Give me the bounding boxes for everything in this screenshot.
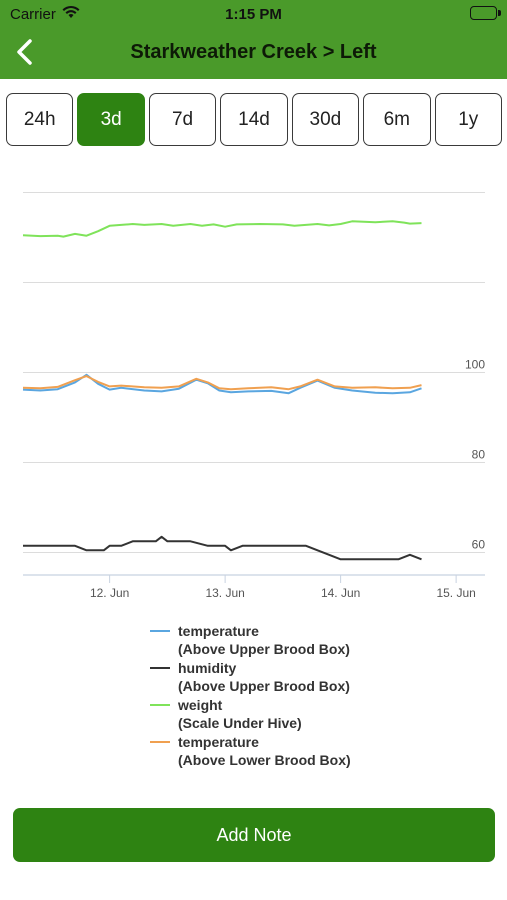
range-14d-button[interactable]: 14d bbox=[220, 93, 288, 146]
y-tick-label: 60 bbox=[472, 538, 486, 552]
legend-series-name: weight bbox=[178, 697, 223, 713]
range-1y-button[interactable]: 1y bbox=[434, 93, 502, 146]
y-tick-label: 80 bbox=[472, 448, 486, 462]
legend-item[interactable]: humidity (Above Upper Brood Box) bbox=[150, 659, 410, 695]
nav-bar: Starkweather Creek > Left bbox=[0, 28, 507, 79]
chart-legend: temperature (Above Upper Brood Box) humi… bbox=[150, 622, 410, 770]
legend-series-location: (Above Lower Brood Box) bbox=[178, 752, 351, 768]
legend-series-location: (Scale Under Hive) bbox=[178, 715, 302, 731]
legend-series-name: humidity bbox=[178, 660, 237, 676]
legend-series-name: temperature bbox=[178, 734, 259, 750]
app-header: Carrier 1:15 PM Starkweather Creek > Lef… bbox=[0, 0, 507, 79]
back-button[interactable] bbox=[8, 34, 44, 70]
range-6m-button[interactable]: 6m bbox=[363, 93, 431, 146]
x-tick-label: 13. Jun bbox=[205, 586, 244, 600]
add-note-button[interactable]: Add Note bbox=[13, 808, 495, 862]
y-tick-label: 100 bbox=[465, 358, 485, 372]
series-line-3 bbox=[22, 375, 422, 391]
x-tick-label: 14. Jun bbox=[321, 586, 360, 600]
range-30d-button[interactable]: 30d bbox=[291, 93, 360, 146]
legend-swatch bbox=[150, 630, 170, 632]
wifi-icon bbox=[62, 5, 80, 23]
battery-icon bbox=[470, 6, 501, 20]
legend-swatch bbox=[150, 704, 170, 706]
page-title: Starkweather Creek > Left bbox=[130, 41, 377, 63]
legend-item[interactable]: temperature (Above Lower Brood Box) bbox=[150, 733, 410, 769]
x-tick-label: 12. Jun bbox=[90, 586, 129, 600]
range-24h-button[interactable]: 24h bbox=[6, 93, 74, 146]
x-tick-label: 15. Jun bbox=[436, 586, 475, 600]
carrier-label: Carrier bbox=[10, 6, 56, 23]
sensor-chart: 60 80 100 12. Jun 13. Jun 14. Jun 15. Jun bbox=[0, 160, 507, 610]
legend-swatch bbox=[150, 741, 170, 743]
legend-series-location: (Above Upper Brood Box) bbox=[178, 641, 350, 657]
series-line-2 bbox=[22, 220, 422, 238]
time-range-selector: 24h 3d 7d 14d 30d 6m 1y bbox=[6, 93, 502, 147]
chart-svg: 60 80 100 12. Jun 13. Jun 14. Jun 15. Jun bbox=[22, 192, 486, 600]
range-7d-button[interactable]: 7d bbox=[148, 93, 217, 146]
legend-series-name: temperature bbox=[178, 623, 259, 639]
legend-series-location: (Above Upper Brood Box) bbox=[178, 678, 350, 694]
legend-swatch bbox=[150, 667, 170, 669]
series-line-1 bbox=[23, 535, 422, 561]
clock: 1:15 PM bbox=[225, 6, 282, 23]
range-3d-button[interactable]: 3d bbox=[77, 93, 145, 146]
chevron-left-icon bbox=[17, 39, 32, 65]
status-bar: Carrier 1:15 PM bbox=[0, 0, 507, 28]
legend-item[interactable]: temperature (Above Upper Brood Box) bbox=[150, 622, 410, 658]
legend-item[interactable]: weight (Scale Under Hive) bbox=[150, 696, 410, 732]
